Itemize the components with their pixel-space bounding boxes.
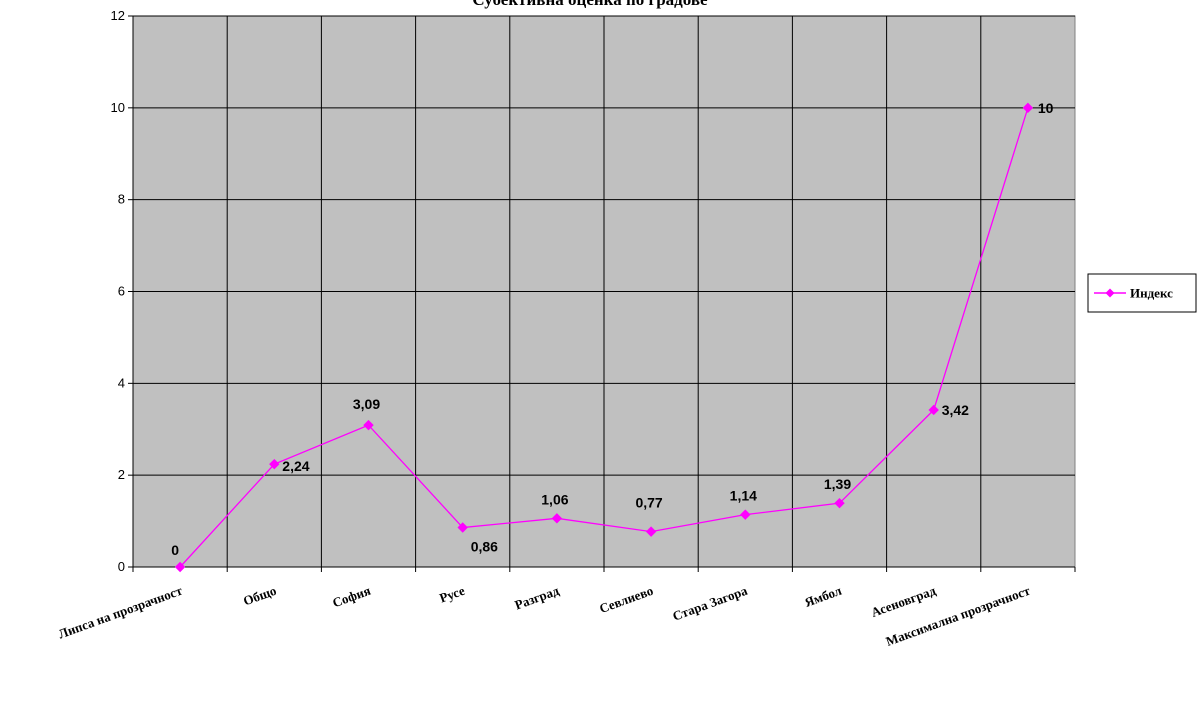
data-point-marker: [740, 509, 751, 520]
data-label: 2,24: [282, 458, 309, 474]
data-label: 1,06: [541, 491, 568, 507]
y-tick-label: 8: [118, 192, 125, 207]
y-tick-label: 10: [111, 100, 125, 115]
x-tick-label: Липса на прозрачност: [56, 583, 185, 642]
data-point-marker: [174, 561, 186, 573]
x-tick-label: Разград: [513, 583, 562, 613]
data-label: 0,86: [471, 539, 498, 555]
y-tick-label: 2: [118, 467, 125, 482]
data-point-marker: [1022, 102, 1034, 114]
legend-label: Индекс: [1130, 286, 1173, 301]
data-label: 3,09: [353, 396, 380, 412]
x-tick-label: Стара Загора: [671, 583, 750, 624]
data-point-marker: [363, 419, 374, 431]
data-label: 1,14: [730, 488, 757, 504]
x-tick-label: София: [330, 583, 372, 611]
x-tick-label: Общо: [241, 583, 278, 609]
data-label: 10: [1038, 100, 1054, 116]
y-tick-label: 6: [118, 284, 125, 299]
y-tick-label: 12: [111, 8, 125, 23]
data-label: 0: [171, 542, 179, 558]
legend-marker: [1105, 288, 1115, 298]
x-tick-label: Севлиево: [597, 583, 655, 616]
data-point-marker: [551, 513, 563, 524]
data-label: 0,77: [635, 495, 662, 511]
x-tick-label: Ямбол: [802, 583, 843, 610]
data-point-marker: [645, 526, 657, 537]
data-label: 3,42: [942, 402, 969, 418]
x-tick-label: Русе: [437, 583, 467, 606]
data-label: 1,39: [824, 476, 851, 492]
data-point-marker: [928, 404, 939, 416]
data-point-marker: [834, 497, 845, 509]
y-tick-label: 0: [118, 559, 125, 574]
series-line: [179, 107, 1029, 568]
data-point-marker: [269, 458, 280, 470]
data-point-marker: [457, 522, 468, 533]
y-tick-label: 4: [118, 375, 125, 390]
x-tick-label: Асеновград: [869, 583, 938, 620]
chart-title: Субективна оценка по градове: [472, 0, 708, 9]
